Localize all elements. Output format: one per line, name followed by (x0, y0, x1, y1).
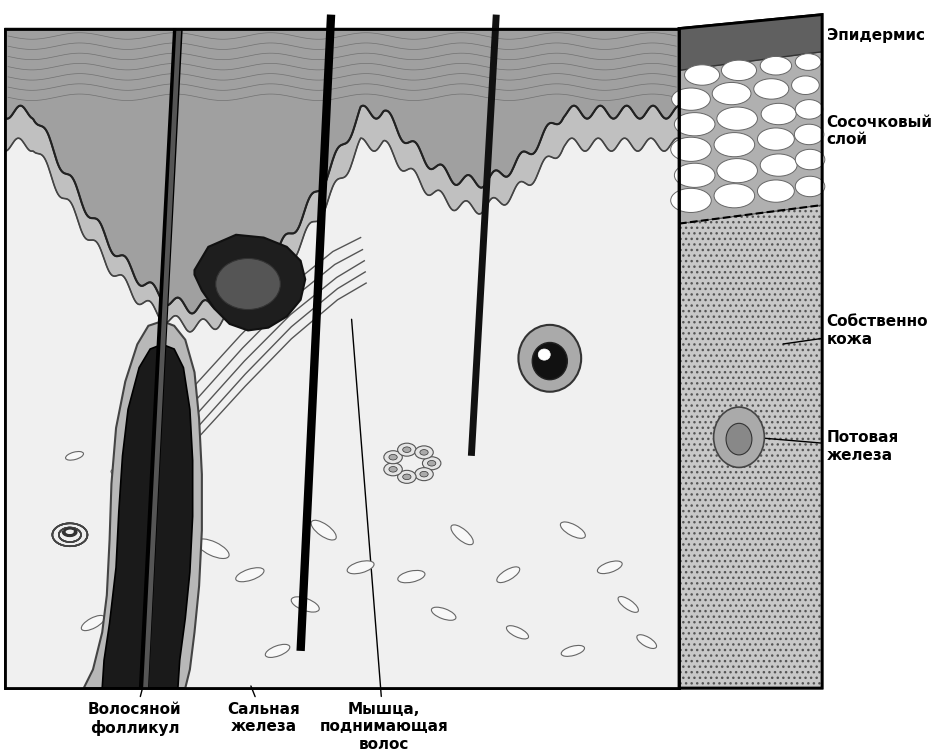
Text: Волосяной
фолликул: Волосяной фолликул (87, 686, 181, 735)
Ellipse shape (415, 446, 433, 459)
Ellipse shape (791, 76, 820, 95)
Ellipse shape (758, 180, 794, 202)
Ellipse shape (389, 466, 398, 472)
Ellipse shape (451, 525, 474, 544)
Text: Мышца,
поднимающая
волос: Мышца, поднимающая волос (320, 320, 448, 752)
Ellipse shape (670, 137, 712, 162)
Ellipse shape (384, 462, 402, 476)
Ellipse shape (82, 615, 104, 631)
Ellipse shape (132, 560, 156, 574)
Ellipse shape (384, 450, 402, 464)
Text: Потовая
железа: Потовая железа (756, 430, 899, 462)
Ellipse shape (402, 474, 411, 480)
Ellipse shape (402, 447, 411, 453)
Ellipse shape (674, 113, 715, 136)
Ellipse shape (761, 103, 796, 125)
Ellipse shape (717, 107, 758, 130)
Polygon shape (679, 14, 822, 71)
Ellipse shape (291, 597, 320, 612)
Ellipse shape (721, 60, 757, 80)
Ellipse shape (714, 183, 755, 208)
Ellipse shape (539, 349, 550, 360)
Ellipse shape (311, 520, 337, 540)
Text: Сальная
железа: Сальная железа (227, 686, 300, 735)
Ellipse shape (717, 159, 758, 183)
Ellipse shape (795, 53, 822, 71)
Ellipse shape (670, 188, 712, 213)
Ellipse shape (674, 163, 715, 187)
Ellipse shape (795, 150, 824, 170)
Ellipse shape (532, 342, 568, 380)
Ellipse shape (111, 469, 131, 480)
Ellipse shape (507, 626, 528, 639)
Ellipse shape (671, 88, 711, 111)
Ellipse shape (714, 132, 755, 156)
Ellipse shape (636, 635, 656, 648)
Ellipse shape (398, 571, 425, 583)
Ellipse shape (215, 259, 280, 310)
Ellipse shape (389, 454, 398, 460)
Text: Собственно
кожа: Собственно кожа (783, 314, 928, 347)
Polygon shape (679, 205, 822, 688)
Ellipse shape (431, 607, 456, 620)
Ellipse shape (347, 561, 374, 574)
Ellipse shape (758, 128, 794, 150)
Ellipse shape (519, 325, 581, 392)
Ellipse shape (684, 65, 720, 85)
Ellipse shape (795, 99, 822, 119)
Ellipse shape (422, 456, 441, 470)
Polygon shape (6, 105, 679, 332)
Ellipse shape (66, 451, 84, 460)
Polygon shape (102, 344, 193, 688)
Ellipse shape (598, 561, 622, 574)
Polygon shape (679, 52, 822, 223)
Polygon shape (6, 29, 679, 314)
Ellipse shape (420, 472, 429, 477)
Polygon shape (6, 138, 679, 688)
Ellipse shape (236, 568, 264, 582)
Ellipse shape (760, 154, 797, 176)
Ellipse shape (560, 522, 586, 538)
Ellipse shape (760, 56, 791, 75)
Ellipse shape (420, 450, 429, 455)
Ellipse shape (497, 567, 520, 583)
Ellipse shape (726, 423, 752, 455)
Ellipse shape (713, 83, 751, 105)
Polygon shape (84, 321, 202, 688)
Ellipse shape (265, 644, 290, 657)
Ellipse shape (415, 468, 433, 481)
Ellipse shape (713, 407, 764, 468)
Ellipse shape (100, 645, 123, 656)
Ellipse shape (196, 539, 229, 559)
Text: Эпидермис: Эпидермис (792, 29, 925, 44)
Ellipse shape (398, 443, 416, 456)
Ellipse shape (795, 176, 824, 197)
FancyBboxPatch shape (6, 29, 679, 688)
Text: Сосочковый
слой: Сосочковый слой (783, 114, 932, 147)
Ellipse shape (619, 596, 638, 612)
Ellipse shape (754, 79, 789, 99)
Ellipse shape (167, 593, 194, 606)
Ellipse shape (794, 124, 823, 144)
Polygon shape (679, 14, 822, 688)
Ellipse shape (398, 470, 416, 484)
Ellipse shape (428, 460, 436, 466)
Polygon shape (195, 235, 306, 330)
Ellipse shape (561, 645, 585, 656)
